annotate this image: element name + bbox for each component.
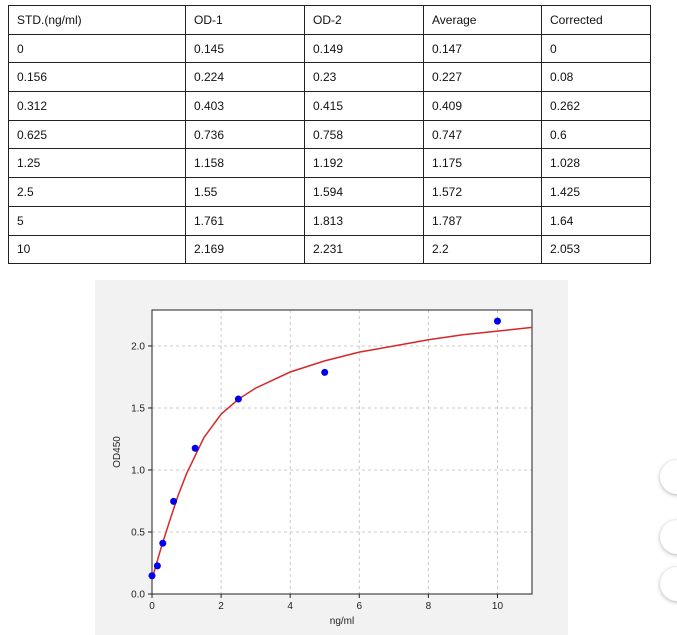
data-point [234,395,242,403]
table-cell: 10 [8,234,186,265]
table-row: 1.25 1.158 1.192 1.175 1.028 [8,148,651,179]
table-cell: OD-2 [304,5,424,35]
data-point [159,539,167,547]
table-row: 0.625 0.736 0.758 0.747 0.6 [8,119,651,150]
table-cell: 0.415 [304,91,424,121]
table-cell: 2.5 [8,177,186,207]
table-row: 0.156 0.224 0.23 0.227 0.08 [8,62,651,93]
table-cell: 2.053 [541,234,651,265]
table-cell: 1.55 [185,177,305,207]
table-cell: 0.409 [423,91,542,121]
table-cell: 0.227 [423,62,542,93]
zoom-out-button[interactable] [660,520,677,554]
table-cell: 0.149 [304,33,424,64]
table-cell: 0.156 [8,62,186,93]
fit-curve [151,326,533,580]
table-cell: 1.64 [541,205,651,236]
plot-frame [151,309,533,595]
table-cell: 0.262 [541,91,651,121]
table-cell: STD.(ng/ml) [8,5,186,35]
table-cell: 1.028 [541,148,651,179]
table-cell: Corrected [541,5,651,35]
x-tick-label: 0 [149,601,155,612]
table-cell: 0.312 [8,91,186,121]
table-cell: 0.625 [8,119,186,150]
table-cell: 1.572 [423,177,542,207]
data-point [321,368,329,376]
x-tick-label: 2 [218,601,224,612]
table-row: STD.(ng/ml) OD-1 OD-2 Average Corrected [8,5,651,35]
table-cell: 2.2 [423,234,542,265]
table-cell: 1.594 [304,177,424,207]
y-tick-label: 0.5 [131,527,145,538]
zoom-in-button[interactable] [660,460,677,494]
table-cell: 0 [541,33,651,64]
table-cell: 0.145 [185,33,305,64]
x-tick-label: 8 [426,601,432,612]
table-cell: 0.736 [185,119,305,150]
y-axis-label: OD450 [112,436,123,468]
chart: 0.0 0.5 1.0 1.5 2.0 0 2 4 6 8 10 ng/ml OD450 [95,280,568,635]
data-point [191,444,199,452]
data-point [170,497,178,505]
table-cell: 0.747 [423,119,542,150]
table-cell: 0.403 [185,91,305,121]
table-cell: 2.231 [304,234,424,265]
data-table: STD.(ng/ml) OD-1 OD-2 Average Corrected 0 0.14… [8,5,651,265]
table-row: 0.312 0.403 0.415 0.409 0.262 [8,91,651,121]
x-tick-label: 10 [492,601,504,612]
table-row: 5 1.761 1.813 1.787 1.64 [8,205,651,236]
table-cell: 2.169 [185,234,305,265]
table-cell: 0 [8,33,186,64]
table-cell: 0.6 [541,119,651,150]
data-point [493,317,501,325]
table-cell: 0.224 [185,62,305,93]
table-row: 0 0.145 0.149 0.147 0 [8,33,651,64]
y-tick-label: 2.0 [131,341,145,352]
data-point [153,562,161,570]
reset-button[interactable] [660,567,677,601]
y-tick-label: 1.0 [131,465,145,476]
table-cell: 1.192 [304,148,424,179]
table-cell: 1.761 [185,205,305,236]
table-cell: 0.08 [541,62,651,93]
plot-area [152,310,532,594]
x-tick-label: 6 [356,601,362,612]
table-cell: 5 [8,205,186,236]
table-cell: 1.25 [8,148,186,179]
y-tick-label: 1.5 [131,403,145,414]
x-axis-label: ng/ml [330,616,354,627]
table-cell: OD-1 [185,5,305,35]
table-cell: 0.23 [304,62,424,93]
table-cell: 0.758 [304,119,424,150]
table-cell: 0.147 [423,33,542,64]
table-cell: Average [423,5,542,35]
table-cell: 1.813 [304,205,424,236]
table-cell: 1.425 [541,177,651,207]
table-cell: 1.787 [423,205,542,236]
table-row: 2.5 1.55 1.594 1.572 1.425 [8,177,651,207]
table-cell: 1.158 [185,148,305,179]
data-point [148,572,156,580]
x-tick-label: 4 [287,601,293,612]
table-row: 10 2.169 2.231 2.2 2.053 [8,234,651,265]
y-tick-label: 0.0 [131,590,145,601]
table-cell: 1.175 [423,148,542,179]
